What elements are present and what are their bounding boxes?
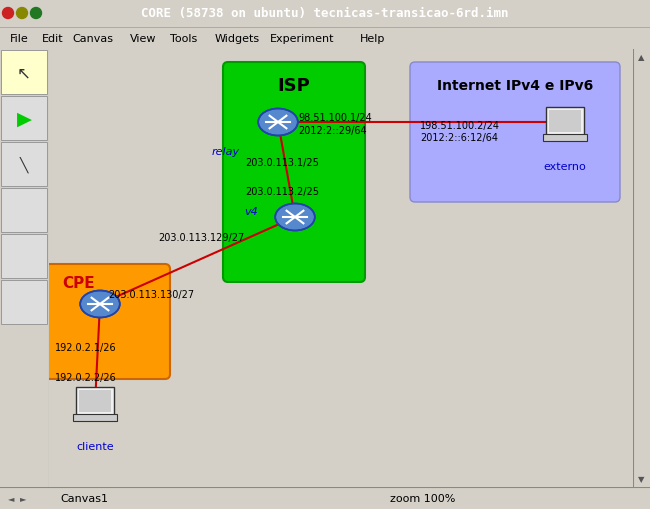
- FancyBboxPatch shape: [79, 390, 111, 412]
- FancyBboxPatch shape: [1, 280, 47, 324]
- Text: v4: v4: [244, 207, 258, 216]
- Text: Edit: Edit: [42, 34, 64, 44]
- Text: 203.0.113.129/27: 203.0.113.129/27: [158, 233, 244, 242]
- Text: Experiment: Experiment: [270, 34, 335, 44]
- Text: Widgets: Widgets: [215, 34, 260, 44]
- Circle shape: [31, 9, 42, 19]
- FancyBboxPatch shape: [45, 265, 170, 379]
- Text: ▼: ▼: [638, 474, 645, 484]
- FancyBboxPatch shape: [1, 143, 47, 187]
- Text: CORE (58738 on ubuntu) tecnicas-transicao-6rd.imn: CORE (58738 on ubuntu) tecnicas-transica…: [141, 8, 509, 20]
- Text: CPE: CPE: [62, 276, 95, 291]
- Text: ►: ►: [20, 494, 27, 502]
- Text: ◄: ◄: [8, 494, 14, 502]
- Text: File: File: [10, 34, 29, 44]
- Text: 198.51.100.2/24: 198.51.100.2/24: [420, 121, 500, 131]
- Text: Canvas: Canvas: [72, 34, 113, 44]
- FancyBboxPatch shape: [546, 108, 584, 136]
- FancyBboxPatch shape: [549, 111, 581, 133]
- Ellipse shape: [275, 204, 315, 231]
- Text: ISP: ISP: [278, 77, 311, 95]
- FancyBboxPatch shape: [1, 189, 47, 233]
- Text: 192.0.2.2/26: 192.0.2.2/26: [55, 372, 117, 382]
- Text: cliente: cliente: [76, 441, 114, 451]
- Circle shape: [3, 9, 14, 19]
- Text: externo: externo: [543, 162, 586, 172]
- Text: Canvas1: Canvas1: [60, 493, 108, 503]
- FancyBboxPatch shape: [73, 414, 117, 421]
- FancyBboxPatch shape: [543, 135, 587, 142]
- Text: Internet IPv4 e IPv6: Internet IPv4 e IPv6: [437, 79, 593, 93]
- FancyBboxPatch shape: [1, 97, 47, 140]
- Text: View: View: [130, 34, 157, 44]
- Text: 98.51.100.1/24: 98.51.100.1/24: [298, 113, 372, 123]
- Circle shape: [16, 9, 27, 19]
- FancyBboxPatch shape: [1, 51, 47, 95]
- FancyBboxPatch shape: [1, 235, 47, 278]
- Text: ▲: ▲: [638, 53, 645, 63]
- Ellipse shape: [258, 109, 298, 136]
- FancyBboxPatch shape: [76, 387, 114, 415]
- Text: 2012:2::6:12/64: 2012:2::6:12/64: [420, 133, 498, 143]
- Ellipse shape: [80, 291, 120, 318]
- Text: ↖: ↖: [17, 64, 31, 82]
- Text: relay: relay: [212, 147, 240, 157]
- Text: 203.0.113.130/27: 203.0.113.130/27: [108, 290, 194, 299]
- FancyBboxPatch shape: [223, 63, 365, 282]
- Text: Help: Help: [360, 34, 385, 44]
- Text: 203.0.113.2/25: 203.0.113.2/25: [245, 187, 319, 196]
- Text: 192.0.2.1/26: 192.0.2.1/26: [55, 343, 116, 352]
- Text: 2012:2::29/64: 2012:2::29/64: [298, 126, 367, 136]
- Text: zoom 100%: zoom 100%: [390, 493, 456, 503]
- Text: ╲: ╲: [20, 156, 28, 173]
- Text: 203.0.113.1/25: 203.0.113.1/25: [245, 158, 319, 167]
- FancyBboxPatch shape: [410, 63, 620, 203]
- Text: Tools: Tools: [170, 34, 197, 44]
- Text: ▶: ▶: [16, 109, 31, 128]
